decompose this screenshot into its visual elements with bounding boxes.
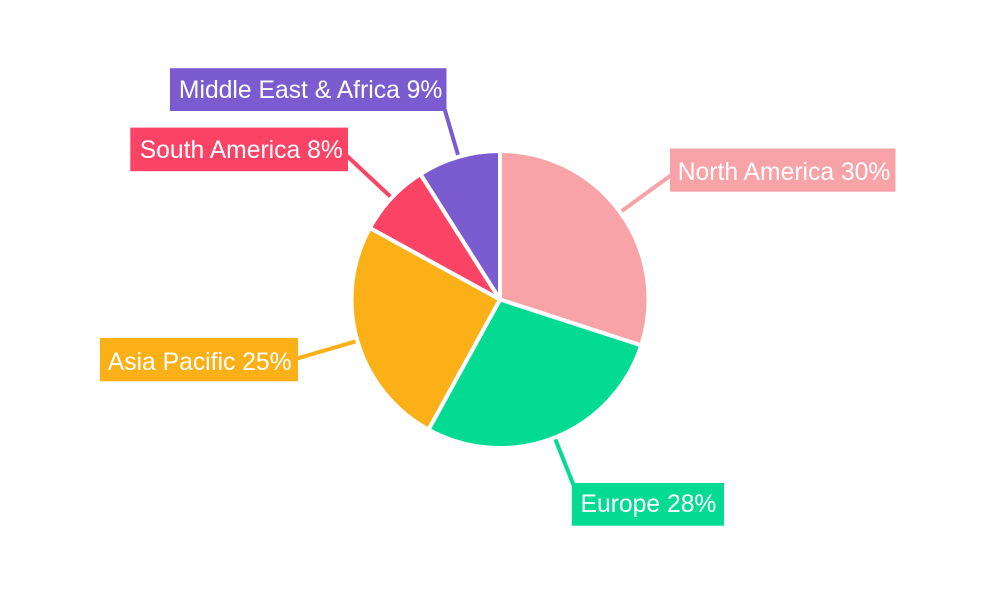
svg-text:Europe 28%: Europe 28% <box>581 491 717 518</box>
svg-text:North America 30%: North America 30% <box>678 159 891 186</box>
svg-text:Middle East & Africa 9%: Middle East & Africa 9% <box>179 77 442 104</box>
svg-text:South America 8%: South America 8% <box>140 137 343 164</box>
svg-text:Asia Pacific 25%: Asia Pacific 25% <box>108 349 292 376</box>
